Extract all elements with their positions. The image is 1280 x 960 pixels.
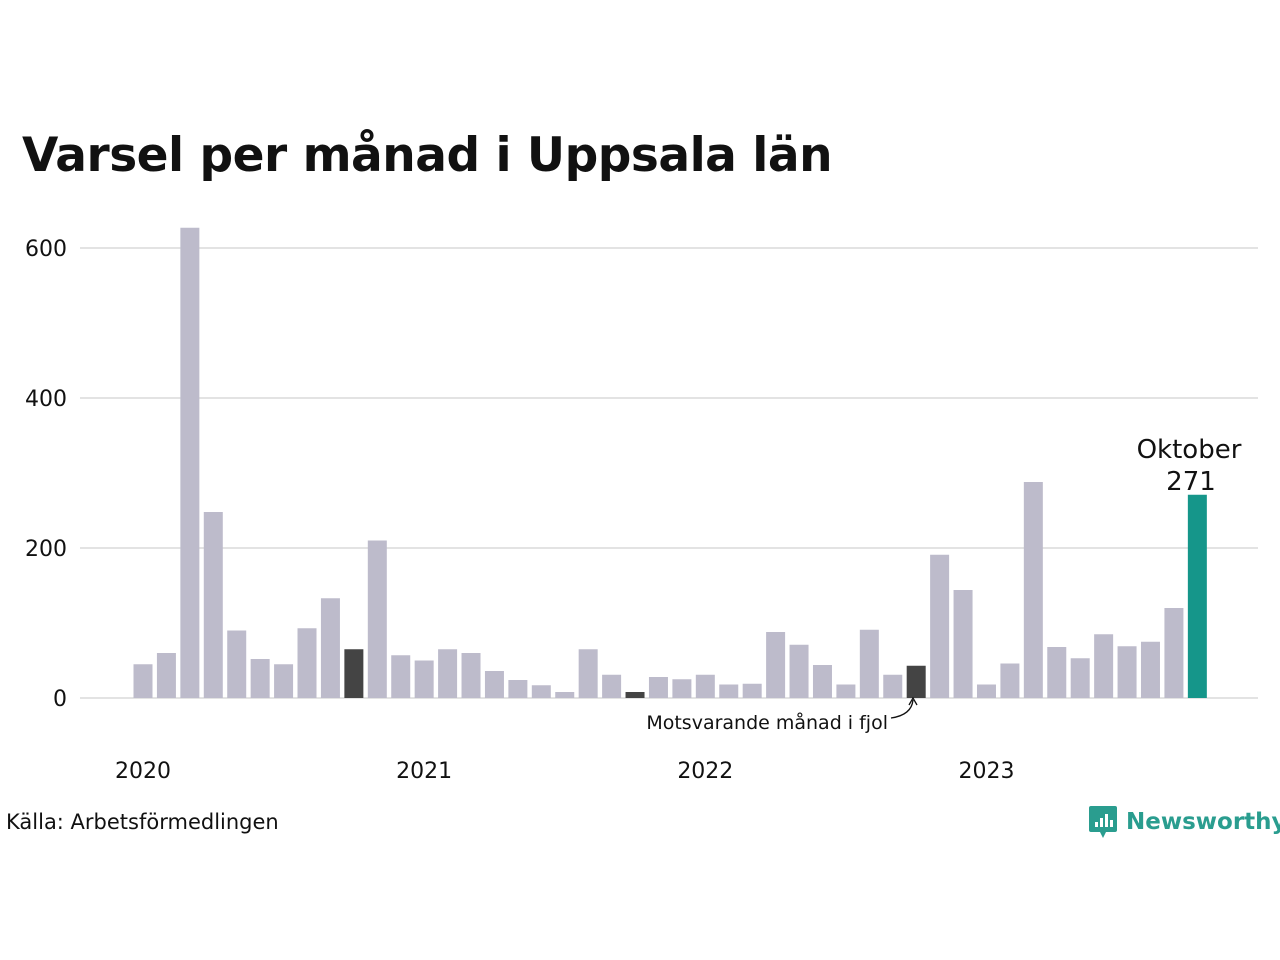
bar-2021-07 — [555, 692, 575, 698]
bar-2023-07 — [1117, 646, 1137, 698]
newsworthy-logo-icon — [1089, 806, 1117, 838]
bar-2021-09 — [602, 674, 622, 698]
highlight-label: Oktober 271 — [1137, 435, 1242, 497]
gridlines — [80, 247, 1258, 699]
bar-2022-10 — [906, 665, 926, 698]
bar-chart: 0 200 400 600 2020 2021 2022 2023 Motsvarande … — [25, 227, 1258, 784]
bar-2022-11 — [930, 554, 950, 698]
bar-2022-07 — [836, 684, 856, 698]
bar-2021-06 — [531, 685, 551, 698]
x-tick-label: 2023 — [958, 759, 1014, 784]
bar-2023-05 — [1070, 658, 1090, 698]
bars — [133, 227, 1207, 698]
bar-2023-06 — [1094, 634, 1114, 698]
bar-2023-01 — [976, 684, 996, 698]
bar-2022-02 — [719, 684, 739, 698]
bar-2020-02 — [156, 653, 176, 698]
bar-2023-10 — [1187, 494, 1207, 698]
x-axis-ticks: 2020 2021 2022 2023 — [115, 759, 1014, 784]
bar-2021-01 — [414, 660, 434, 698]
bar-2023-09 — [1164, 608, 1184, 698]
bar-2021-04 — [484, 671, 504, 698]
source-note: Källa: Arbetsförmedlingen — [6, 810, 279, 834]
y-tick-label: 400 — [25, 387, 67, 412]
bar-2023-08 — [1140, 641, 1160, 698]
bar-2022-04 — [766, 632, 786, 698]
bar-2021-12 — [672, 679, 692, 698]
bar-2023-04 — [1047, 647, 1067, 698]
last-year-annotation: Motsvarande månad i fjol — [646, 696, 918, 734]
bar-2020-09 — [320, 598, 340, 698]
bar-2021-02 — [438, 649, 458, 698]
bar-2022-05 — [789, 644, 809, 698]
bar-2022-03 — [742, 683, 762, 698]
bar-2020-01 — [133, 664, 153, 698]
bar-2021-11 — [648, 677, 668, 698]
highlight-value: 271 — [1166, 467, 1216, 497]
bar-2020-12 — [391, 655, 411, 698]
bar-2020-11 — [367, 540, 387, 698]
bar-2022-06 — [812, 665, 832, 698]
bar-2020-05 — [227, 630, 247, 698]
bar-2020-10 — [344, 649, 364, 698]
annotation-label: Motsvarande månad i fjol — [646, 711, 888, 734]
bar-2020-06 — [250, 659, 270, 698]
bar-2021-03 — [461, 653, 481, 698]
annotation-arrow — [890, 699, 914, 719]
y-axis-ticks: 0 200 400 600 — [25, 237, 67, 712]
bar-2022-09 — [883, 674, 903, 698]
bar-2021-05 — [508, 680, 528, 698]
chart-title: Varsel per månad i Uppsala län — [22, 128, 833, 183]
bar-2022-12 — [953, 590, 973, 698]
bar-2020-08 — [297, 628, 317, 698]
bar-2020-04 — [203, 512, 223, 698]
x-tick-label: 2021 — [396, 759, 452, 784]
bar-2020-03 — [180, 227, 200, 698]
y-tick-label: 200 — [25, 537, 67, 562]
bar-2023-03 — [1023, 482, 1043, 698]
y-tick-label: 600 — [25, 237, 67, 262]
x-tick-label: 2020 — [115, 759, 171, 784]
bar-2022-08 — [859, 629, 879, 698]
brand-name: Newsworthy — [1126, 809, 1280, 835]
bar-2023-02 — [1000, 663, 1020, 698]
highlight-month: Oktober — [1137, 435, 1242, 465]
x-tick-label: 2022 — [677, 759, 733, 784]
annotation-arrowhead — [908, 696, 918, 706]
bar-2021-10 — [625, 692, 645, 698]
brand-logo[interactable]: Newsworthy — [1088, 804, 1280, 840]
y-tick-label: 0 — [53, 687, 67, 712]
bar-2022-01 — [695, 674, 715, 698]
bar-2020-07 — [274, 664, 294, 698]
bar-2021-08 — [578, 649, 598, 698]
